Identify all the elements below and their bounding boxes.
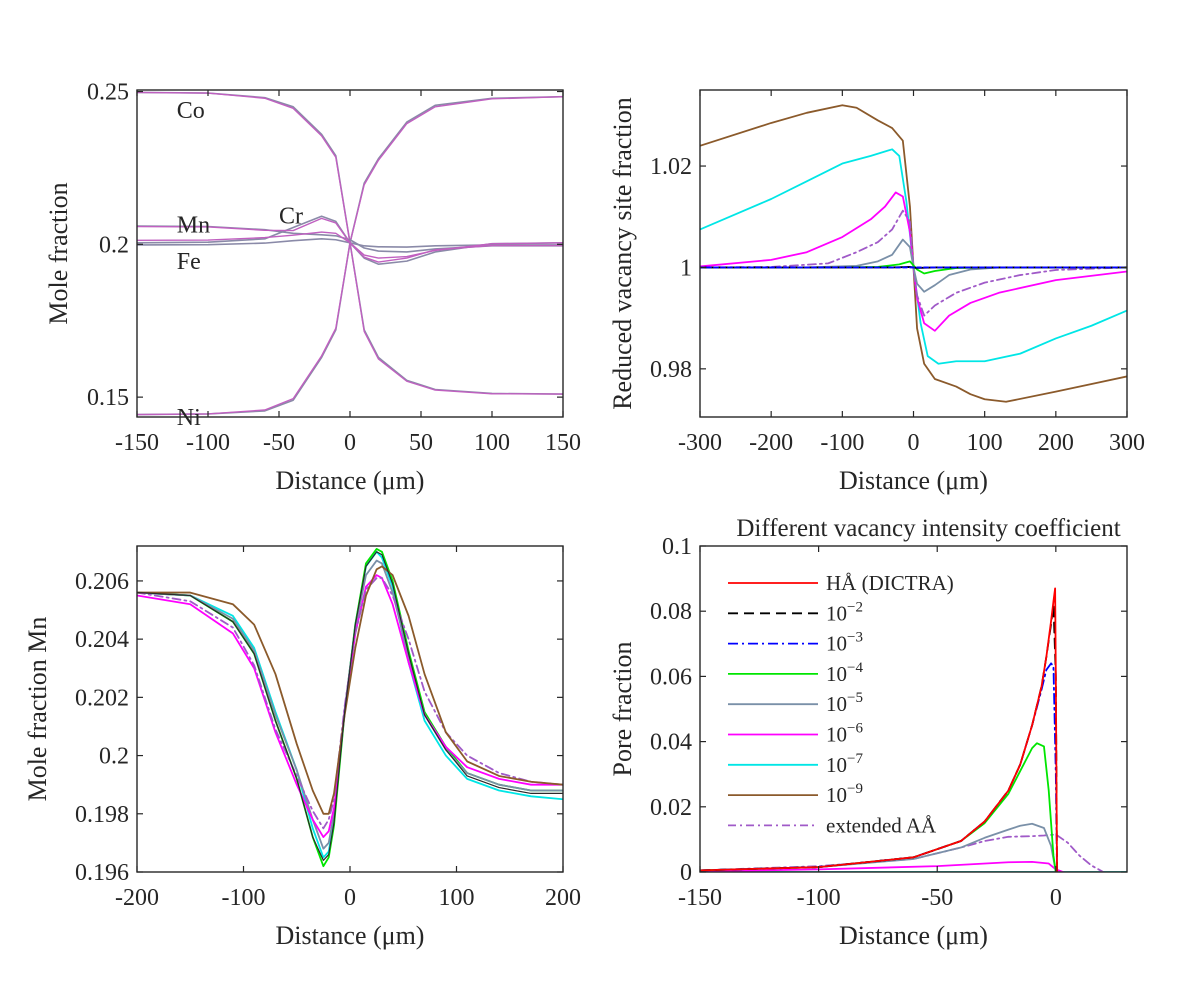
- x-tick-label: 0: [344, 885, 356, 911]
- x-tick-label: -150: [115, 430, 159, 456]
- x-tick-label: 0: [1050, 885, 1062, 911]
- y-tick-label: 1.02: [650, 154, 692, 180]
- series-line-2: [137, 559, 563, 850]
- legend-entry-label: extended AÅ: [826, 813, 937, 837]
- series-line-5: [137, 565, 563, 815]
- y-tick-label: 0.206: [75, 569, 129, 595]
- legend-entry-label: 10−3: [826, 630, 863, 656]
- x-tick-label: -100: [186, 430, 230, 456]
- x-tick-label: 0: [344, 430, 356, 456]
- y-tick-label: 0.202: [75, 685, 129, 711]
- x-tick-label: 50: [409, 430, 433, 456]
- x-tick-label: 100: [967, 430, 1003, 456]
- x-tick-label: 0: [908, 430, 920, 456]
- y-tick-label: 0.25: [87, 80, 129, 106]
- element-label-fe: Fe: [177, 249, 201, 275]
- panel-bottom-left-mole-fraction-mn: -200 -100 0 100 200 0.196 0.198 0.2 0.202 0.204 0.…: [23, 545, 581, 950]
- x-tick-label: 200: [545, 885, 581, 911]
- x-tick-label: 200: [1038, 430, 1074, 456]
- x-axis-label: Distance (μm): [839, 921, 988, 950]
- chart-title: Different vacancy intensity coefficient: [736, 515, 1120, 542]
- y-tick-label: 1: [680, 255, 692, 281]
- panel-bottom-right-pore-fraction: -150 -100 -50 0 0 0.02 0.04 0.06 0.08 0.1 Distance…: [608, 515, 1128, 950]
- element-label-ni: Ni: [177, 405, 201, 431]
- y-tick-label: 0.2: [99, 744, 129, 770]
- y-axis-label: Mole fraction Mn: [23, 617, 52, 802]
- series-line-2: [700, 860, 1064, 872]
- y-tick-label: 0.02: [650, 795, 692, 821]
- element-label-mn: Mn: [177, 212, 210, 238]
- series-line-6: [137, 551, 563, 861]
- x-axis-label: Distance (μm): [839, 466, 988, 495]
- legend-entry-label: 10−4: [826, 660, 863, 686]
- series-line-3: [137, 574, 563, 838]
- y-tick-label: 0: [680, 860, 692, 886]
- y-tick-label: 0.98: [650, 357, 692, 383]
- y-tick-label: 0.2: [99, 232, 129, 258]
- element-label-co: Co: [177, 98, 205, 124]
- y-axis-label: Mole fraction: [44, 182, 73, 324]
- series-group: [700, 587, 1127, 872]
- series-line-4: [137, 577, 563, 830]
- y-tick-label: 0.08: [650, 599, 692, 625]
- x-tick-label: 150: [545, 430, 581, 456]
- y-tick-label: 0.15: [87, 385, 129, 411]
- x-tick-label: -100: [797, 885, 841, 911]
- x-tick-label: 100: [474, 430, 510, 456]
- y-tick-label: 0.06: [650, 664, 692, 690]
- axes-box: [699, 545, 1128, 873]
- y-tick-label: 0.04: [650, 730, 692, 756]
- series-group: [137, 548, 563, 868]
- series-group: [137, 91, 563, 416]
- series-line-1: [137, 548, 563, 868]
- x-tick-label: -50: [263, 430, 295, 456]
- axes-box: [136, 89, 564, 418]
- series-line-8: [700, 587, 1058, 872]
- x-tick-label: -100: [222, 885, 266, 911]
- x-tick-label: -150: [678, 885, 722, 911]
- series-group: [700, 104, 1127, 403]
- series-line-0: [137, 550, 563, 859]
- x-tick-label: -50: [921, 885, 953, 911]
- legend-entry-label: 10−9: [826, 781, 863, 807]
- series-line-5: [700, 742, 1057, 872]
- y-tick-label: 0.198: [75, 802, 129, 828]
- x-tick-label: -300: [678, 430, 722, 456]
- legend-entry-label: 10−2: [826, 599, 863, 625]
- x-tick-label: 100: [439, 885, 475, 911]
- x-tick-label: 300: [1109, 430, 1145, 456]
- panel-top-right-vacancy-site-fraction: -300 -200 -100 0 100 200 300 0.98 1 1.02 Distance …: [608, 89, 1145, 495]
- series-line-3: [137, 242, 563, 416]
- series-line-0: [700, 104, 1127, 403]
- legend-entry-label: HÅ (DICTRA): [826, 571, 954, 595]
- legend-entry-label: 10−6: [826, 721, 863, 747]
- y-tick-label: 0.196: [75, 860, 129, 886]
- x-tick-label: -200: [115, 885, 159, 911]
- legend-entry-label: 10−7: [826, 751, 863, 777]
- x-tick-label: -200: [749, 430, 793, 456]
- x-axis-label: Distance (μm): [276, 466, 425, 495]
- series-line-2: [137, 242, 563, 416]
- series-line-8: [137, 217, 563, 263]
- series-line-4: [700, 822, 1057, 872]
- series-line-3: [700, 833, 1105, 872]
- x-tick-label: -100: [820, 430, 864, 456]
- x-axis-label: Distance (μm): [276, 921, 425, 950]
- legend-entry-label: 10−5: [826, 690, 863, 716]
- element-label-cr: Cr: [279, 203, 303, 229]
- series-line-4: [700, 238, 1127, 293]
- legend: HÅ (DICTRA) 10−2 10−3 10−4 10−5 10−6 10−7 10−9 e…: [728, 571, 954, 837]
- panel-top-left-mole-fraction: -150 -100 -50 0 50 100 150 0.15 0.2 0.25 Distance …: [44, 80, 581, 495]
- y-axis-label: Reduced vacancy site fraction: [608, 97, 637, 410]
- y-axis-label: Pore fraction: [608, 641, 637, 776]
- y-tick-label: 0.1: [662, 534, 692, 560]
- series-line-6: [700, 662, 1058, 872]
- y-tick-label: 0.204: [75, 627, 129, 653]
